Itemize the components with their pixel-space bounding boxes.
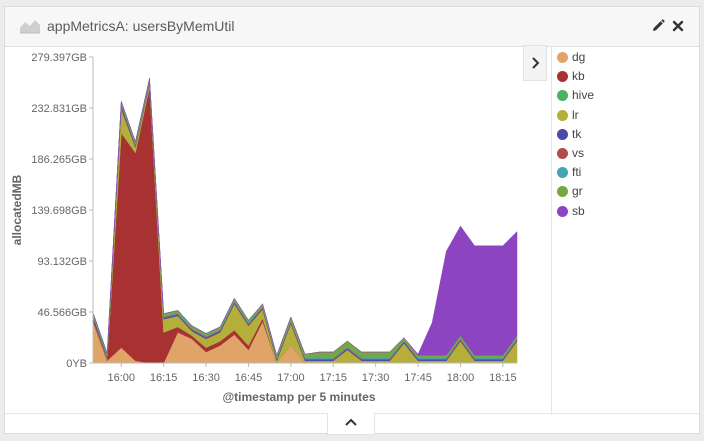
legend-divider bbox=[551, 47, 552, 415]
legend-item-lr[interactable]: lr bbox=[553, 107, 693, 126]
legend-item-sb[interactable]: sb bbox=[553, 203, 693, 222]
legend-label: gr bbox=[572, 184, 583, 199]
x-tick-label: 16:30 bbox=[192, 372, 220, 384]
panel-header: appMetricsA: usersByMemUtil bbox=[5, 7, 699, 47]
legend-swatch bbox=[557, 109, 568, 121]
legend-label: fti bbox=[572, 165, 582, 180]
legend-label: hive bbox=[572, 88, 595, 103]
legend-label: lr bbox=[572, 107, 579, 122]
x-tick-label: 16:00 bbox=[108, 372, 136, 384]
legend-item-fti[interactable]: fti bbox=[553, 164, 693, 183]
x-tick-label: 17:15 bbox=[320, 372, 348, 384]
y-tick-label: 186.265GB bbox=[31, 154, 87, 166]
legend-item-kb[interactable]: kb bbox=[553, 68, 693, 87]
chevron-right-icon bbox=[532, 57, 540, 69]
legend-item-hive[interactable]: hive bbox=[553, 87, 693, 106]
x-tick-label: 17:45 bbox=[404, 372, 432, 384]
legend-label: tk bbox=[572, 126, 582, 141]
x-tick-label: 18:15 bbox=[489, 372, 517, 384]
area-series-sb[interactable] bbox=[92, 78, 518, 357]
legend-label: sb bbox=[572, 203, 585, 218]
legend-item-vs[interactable]: vs bbox=[553, 145, 693, 164]
x-axis-title: @timestamp per 5 minutes bbox=[222, 390, 375, 404]
legend-label: vs bbox=[572, 145, 584, 160]
legend-swatch bbox=[557, 52, 568, 63]
area-chart-icon bbox=[20, 20, 40, 34]
legend-swatch bbox=[557, 186, 568, 198]
legend: dg kb hive lr tk vs fti gr sb bbox=[553, 49, 693, 222]
chevron-up-icon bbox=[345, 418, 357, 426]
y-tick-label: 232.831GB bbox=[31, 103, 87, 115]
stacked-area-chart: 0YB 46.566GB 93.132GB 139.698GB 186.265GB 232… bbox=[10, 52, 518, 404]
legend-swatch bbox=[557, 167, 568, 179]
y-tick-label: 0YB bbox=[66, 358, 87, 370]
legend-swatch bbox=[557, 71, 568, 83]
y-tick-label: 279.397GB bbox=[31, 52, 87, 64]
x-tick-label: 18:00 bbox=[447, 372, 475, 384]
legend-item-tk[interactable]: tk bbox=[553, 126, 693, 145]
legend-swatch bbox=[557, 147, 568, 159]
legend-swatch bbox=[557, 128, 568, 140]
y-tick-label: 46.566GB bbox=[37, 307, 87, 319]
pencil-icon[interactable] bbox=[651, 19, 665, 33]
legend-label: kb bbox=[572, 69, 585, 84]
visualization-panel: appMetricsA: usersByMemUtil 0YB 46.566GB 9… bbox=[4, 6, 700, 435]
y-axis-title: allocatedMB bbox=[10, 174, 24, 245]
expand-toggle-button[interactable] bbox=[327, 413, 375, 435]
legend-swatch bbox=[557, 90, 568, 102]
legend-toggle-button[interactable] bbox=[523, 45, 547, 81]
legend-label: dg bbox=[572, 50, 586, 64]
close-icon[interactable] bbox=[671, 19, 685, 33]
panel-title: appMetricsA: usersByMemUtil bbox=[47, 18, 235, 34]
x-tick-label: 16:15 bbox=[150, 372, 178, 384]
legend-item-gr[interactable]: gr bbox=[553, 183, 693, 202]
x-tick-label: 16:45 bbox=[235, 372, 263, 384]
legend-swatch bbox=[557, 205, 568, 217]
x-tick-label: 17:30 bbox=[362, 372, 390, 384]
legend-item-dg[interactable]: dg bbox=[553, 49, 693, 68]
y-tick-label: 93.132GB bbox=[37, 256, 87, 268]
y-tick-label: 139.698GB bbox=[31, 205, 87, 217]
x-tick-label: 17:00 bbox=[277, 372, 305, 384]
